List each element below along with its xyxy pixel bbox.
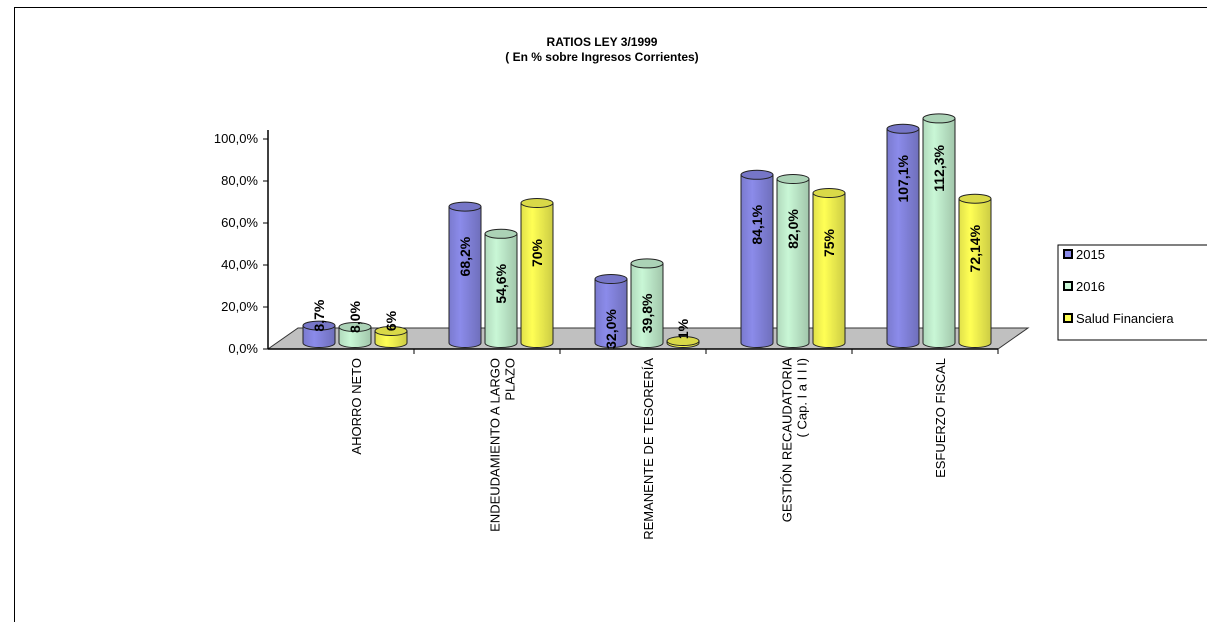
y-tick-label: 100,0% <box>214 131 259 146</box>
legend-box <box>1057 244 1207 341</box>
bar-2016-4 <box>776 178 810 348</box>
bar-top-salud-1 <box>374 326 408 336</box>
category-label-5: ESFUERZO FISCAL <box>933 358 948 478</box>
bar-top-salud-3 <box>666 336 700 346</box>
value-label-2016-4: 82,0% <box>785 209 801 249</box>
bar-top-salud-5 <box>958 193 992 204</box>
value-label-2015-3: 32,0% <box>603 309 619 349</box>
category-label-2: PLAZO <box>503 358 518 401</box>
category-label-4: GESTIÓN RECAUDATORIA <box>780 358 795 523</box>
bar-top-2015-5 <box>886 123 920 134</box>
value-label-2016-3: 39,8% <box>639 293 655 333</box>
bar-top-2015-2 <box>448 201 482 212</box>
bar-2016-2 <box>484 233 518 348</box>
value-label-2016-5: 112,3% <box>931 144 947 191</box>
legend-label-2015: 2015 <box>1076 247 1105 262</box>
bar-top-2016-2 <box>484 228 518 239</box>
value-label-2015-5: 107,1% <box>895 155 911 203</box>
bar-2015-3 <box>594 278 628 348</box>
legend-swatch-2016 <box>1063 281 1073 291</box>
y-tick-label: 80,0% <box>221 173 258 188</box>
legend-label-salud: Salud Financiera <box>1076 311 1174 326</box>
chart-frame <box>14 7 1207 622</box>
value-label-salud-2: 70% <box>529 238 545 267</box>
chart-subtitle: ( En % sobre Ingresos Corrientes) <box>505 50 698 64</box>
bar-2015-1 <box>302 325 336 348</box>
value-label-salud-3: 1% <box>675 318 691 339</box>
legend-label-2016: 2016 <box>1076 279 1105 294</box>
value-label-2015-4: 84,1% <box>749 204 765 244</box>
value-label-2016-2: 54,6% <box>493 263 509 303</box>
bar-top-2015-3 <box>594 274 628 284</box>
bar-salud-2 <box>520 202 554 348</box>
bar-top-2015-1 <box>302 320 336 331</box>
category-label-2: ENDEUDAMIENTO A LARGO <box>488 358 503 532</box>
bar-2015-5 <box>886 128 920 348</box>
value-label-salud-1: 6% <box>383 310 399 331</box>
bar-2016-3 <box>630 262 664 348</box>
category-label-1: AHORRO NETO <box>349 358 364 455</box>
category-label-3: REMANENTE DE TESORERÍA <box>641 358 656 540</box>
bar-2016-1 <box>338 326 372 348</box>
bar-top-2015-4 <box>740 169 774 180</box>
value-label-2015-2: 68,2% <box>457 236 473 276</box>
value-label-salud-5: 72,14% <box>967 224 983 272</box>
value-label-2015-1: 8,7% <box>311 299 327 331</box>
value-label-salud-4: 75% <box>821 228 837 257</box>
bar-top-2016-5 <box>922 113 956 124</box>
bar-2016-5 <box>922 117 956 348</box>
bar-top-salud-2 <box>520 198 554 208</box>
bar-top-2016-3 <box>630 258 664 269</box>
bar-salud-5 <box>958 198 992 348</box>
category-label-4: ( Cap. I a I I I) <box>795 358 810 437</box>
legend-swatch-salud <box>1063 313 1073 323</box>
bar-top-2016-1 <box>338 322 372 332</box>
bar-top-salud-4 <box>812 188 846 198</box>
bar-2015-4 <box>740 174 774 348</box>
legend-swatch-2015 <box>1063 249 1073 259</box>
y-tick-label: 0,0% <box>228 341 258 356</box>
chart-title: RATIOS LEY 3/1999 <box>547 35 658 49</box>
y-tick-label: 20,0% <box>221 299 258 314</box>
bar-salud-4 <box>812 192 846 348</box>
legend: 2015 2016 Salud Financiera <box>1057 244 1207 341</box>
bar-2015-2 <box>448 206 482 348</box>
bar-top-2016-4 <box>776 174 810 184</box>
value-label-2016-1: 8,0% <box>347 300 363 332</box>
y-tick-label: 60,0% <box>221 215 258 230</box>
y-tick-label: 40,0% <box>221 257 258 272</box>
